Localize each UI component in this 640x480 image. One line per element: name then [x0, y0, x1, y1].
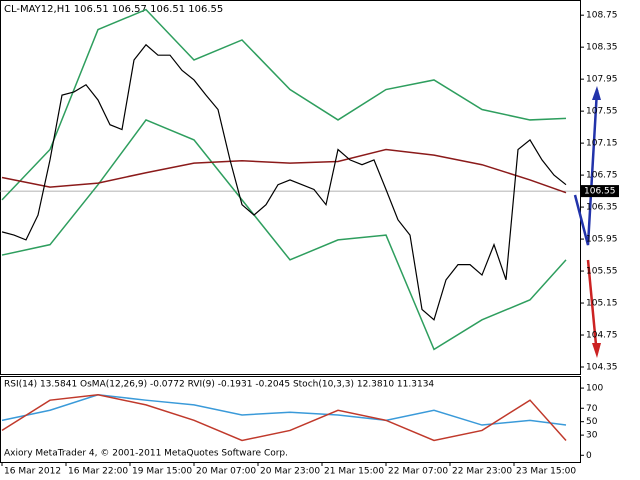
- x-tick-label: 16 Mar 2012: [4, 467, 61, 477]
- y-tick-label: 0: [586, 451, 592, 461]
- x-tick-label: 23 Mar 15:00: [516, 467, 576, 477]
- main-panel: [0, 0, 581, 375]
- x-tick-label: 22 Mar 07:00: [388, 467, 448, 477]
- series-line: [1, 8, 567, 201]
- copyright: Axiory MetaTrader 4, © 2001-2011 MetaQuo…: [4, 449, 288, 459]
- forecast-up: [573, 89, 599, 246]
- y-tick-label: 106.35: [586, 203, 618, 213]
- y-tick-label: 100: [586, 384, 603, 394]
- x-tick-label: 22 Mar 23:00: [452, 467, 512, 477]
- y-tick-label: 30: [586, 431, 598, 441]
- y-tick-label: 108.35: [586, 43, 618, 53]
- indicator-panel: [0, 376, 581, 463]
- arrow-head: [592, 86, 601, 100]
- series-line: [1, 43, 567, 321]
- y-tick-label: 105.55: [586, 267, 618, 277]
- x-tick-label: 19 Mar 15:00: [132, 467, 192, 477]
- current-price-box: [581, 185, 619, 198]
- y-tick-label: 107.55: [586, 107, 618, 117]
- y-tick-label: 105.15: [586, 299, 618, 309]
- y-tick-label: 107.95: [586, 75, 618, 85]
- series-line: [1, 119, 567, 351]
- y-tick-label: 107.15: [586, 139, 618, 149]
- y-tick-label: 105.95: [586, 235, 618, 245]
- x-tick-label: 16 Mar 22:00: [68, 467, 128, 477]
- x-tick-label: 20 Mar 23:00: [260, 467, 320, 477]
- chart-title: CL-MAY12,H1 106.51 106.57 106.51 106.55: [4, 4, 223, 15]
- y-tick-label: 104.35: [586, 363, 618, 373]
- x-tick-label: 20 Mar 07:00: [196, 467, 256, 477]
- series-line: [1, 148, 567, 194]
- y-tick-label: 50: [586, 417, 598, 427]
- y-tick-label: 106.75: [586, 171, 618, 181]
- forecast-down: [586, 259, 598, 346]
- arrow-head: [592, 343, 601, 358]
- series-line: [1, 394, 567, 442]
- current-price-label: 106.55: [584, 187, 616, 197]
- y-tick-label: 104.75: [586, 331, 618, 341]
- y-tick-label: 70: [586, 404, 598, 414]
- x-tick-label: 21 Mar 15:00: [324, 467, 384, 477]
- y-tick-label: 108.75: [586, 11, 618, 21]
- indicator-title: RSI(14) 13.5841 OsMA(12,26,9) -0.0772 RV…: [4, 380, 434, 390]
